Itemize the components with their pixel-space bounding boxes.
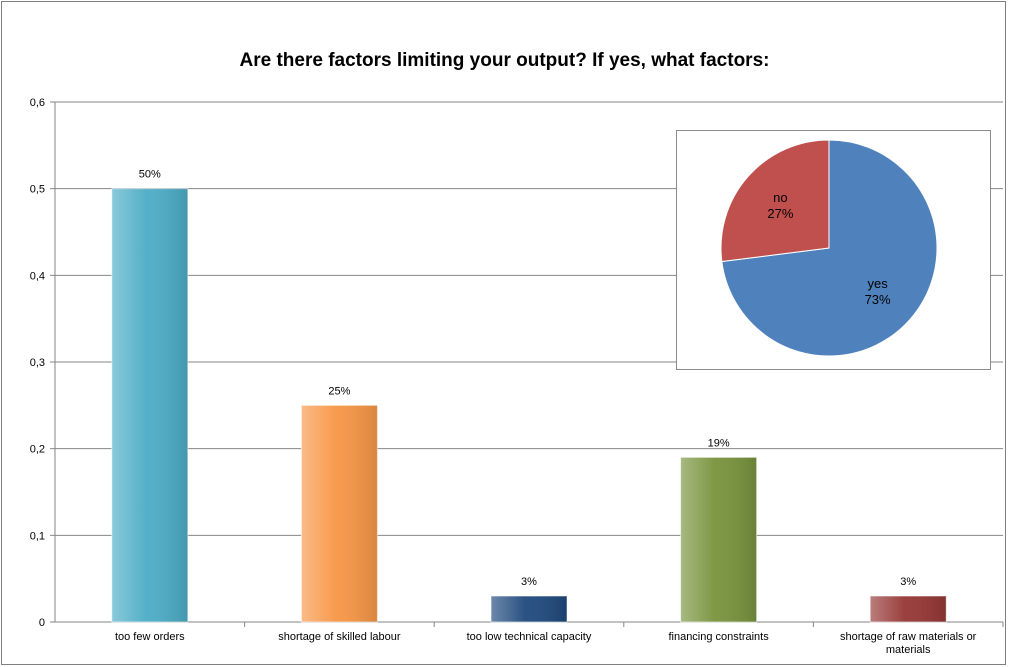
x-tick-label: shortage of skilled labour [278, 631, 401, 643]
pie-inset: yes 73% no 27% [676, 130, 991, 370]
y-tick-label: 0,5 [30, 184, 45, 196]
bar-sheen [491, 596, 567, 622]
bar-data-label: 19% [708, 437, 730, 449]
pie-data-label: 73% [865, 292, 891, 307]
y-tick-label: 0,3 [30, 357, 45, 369]
x-tick-label: shortage of raw materials or materials [840, 631, 977, 656]
bar-sheen [301, 405, 378, 622]
x-tick-label: financing constraints [668, 631, 769, 643]
y-tick-label: 0,2 [30, 444, 45, 456]
bar-sheen [111, 188, 188, 622]
bar-data-label: 50% [139, 169, 161, 181]
bar-sheen [680, 457, 757, 622]
pie-label: yes [867, 276, 888, 291]
y-tick-label: 0,1 [30, 530, 45, 542]
y-tick-label: 0 [39, 617, 45, 629]
y-tick-label: 0,6 [30, 97, 45, 109]
pie-slice [720, 139, 830, 263]
pie-data-label: 27% [767, 206, 793, 221]
y-tick-label: 0,4 [30, 270, 45, 282]
bar-sheen [870, 596, 947, 622]
x-tick-label: too few orders [114, 631, 185, 643]
bar-data-label: 25% [328, 385, 350, 397]
bar-data-label: 3% [521, 576, 537, 588]
x-tick-label: too low technical capacity [466, 631, 592, 643]
chart-title: Are there factors limiting your output? … [239, 50, 770, 71]
bar-data-label: 3% [900, 576, 916, 588]
pie-label: no [773, 190, 787, 205]
